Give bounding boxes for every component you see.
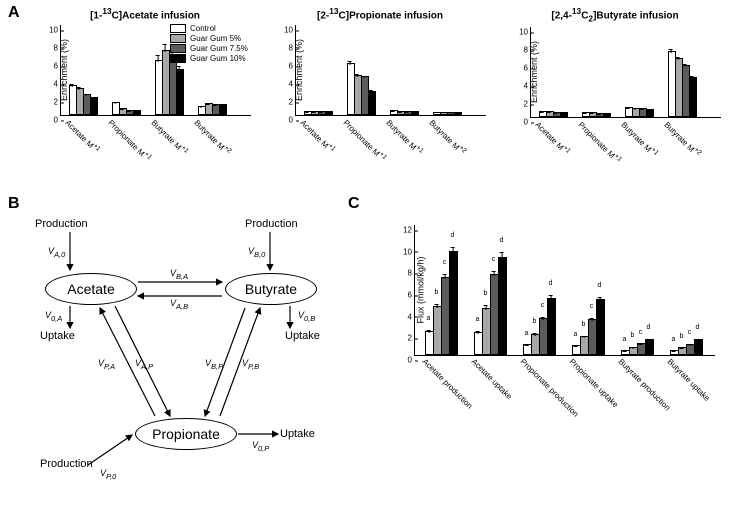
x-tick-label: Propionate M+1	[576, 119, 623, 166]
bar	[368, 91, 376, 116]
node-propionate: Propionate	[135, 418, 237, 450]
significance-letter: b	[484, 290, 488, 297]
node-butyrate: Butyrate	[225, 273, 317, 305]
bar	[694, 339, 703, 355]
x-tick-label: Butyrate M+1	[619, 119, 659, 159]
significance-letter: d	[451, 232, 455, 239]
significance-letter: a	[574, 331, 578, 338]
x-tick-label: Butyrate M+1	[384, 117, 424, 157]
x-tick-label: Butyrate M+2	[192, 117, 232, 157]
significance-letter: c	[639, 329, 643, 336]
x-tick-label: Propionate uptake	[568, 357, 620, 409]
significance-letter: c	[541, 302, 545, 309]
bar	[596, 299, 605, 355]
significance-letter: d	[549, 280, 553, 287]
x-tick-label: Butyrate M+2	[662, 119, 702, 159]
significance-letter: c	[443, 259, 447, 266]
x-tick-label: Acetate production	[421, 357, 475, 411]
significance-letter: b	[582, 321, 586, 328]
label-uptake: Uptake	[40, 330, 75, 342]
x-tick-label: Acetate M+1	[298, 117, 336, 155]
panel-b-diagram: Acetate Butyrate Propionate Production Produ…	[20, 218, 340, 488]
panel-a: [1-13C]Acetate infusion0246810Enrichment…	[30, 6, 730, 176]
bar	[90, 97, 98, 115]
node-acetate: Acetate	[45, 273, 137, 305]
x-tick-label: Butyrate production	[617, 357, 672, 412]
x-tick-label: Acetate M+1	[533, 119, 571, 157]
significance-letter: c	[590, 303, 594, 310]
chart-title: [1-13C]Acetate infusion	[30, 6, 260, 21]
panel-b-label: B	[8, 195, 20, 213]
label-production: Production	[40, 458, 93, 470]
panel-a-label: A	[8, 4, 20, 22]
bar	[645, 339, 654, 355]
significance-letter: c	[492, 256, 496, 263]
panel-c-chart: 024681012Flux (mmol/kg/h)abcdAcetate pro…	[380, 225, 720, 485]
x-tick-label: Propionate M+1	[106, 117, 153, 164]
significance-letter: a	[672, 336, 676, 343]
x-tick-label: Acetate uptake	[470, 357, 514, 401]
significance-letter: d	[696, 324, 700, 331]
x-tick-label: Butyrate uptake	[666, 357, 712, 403]
legend: ControlGuar Gum 5%Guar Gum 7.5%Guar Gum …	[170, 24, 248, 64]
label-uptake: Uptake	[280, 428, 315, 440]
chart-title: [2,4-13C2]Butyrate infusion	[500, 6, 730, 23]
significance-letter: a	[623, 336, 627, 343]
chart-title: [2-13C]Propionate infusion	[265, 6, 495, 21]
label-production: Production	[35, 218, 88, 230]
x-tick-label: Acetate M+1	[63, 117, 101, 155]
bar	[176, 69, 184, 115]
y-axis-label: Enrichment (%)	[294, 39, 304, 101]
significance-letter: d	[598, 282, 602, 289]
bar	[219, 104, 227, 115]
significance-letter: a	[476, 316, 480, 323]
significance-letter: d	[647, 324, 651, 331]
significance-letter: d	[500, 237, 504, 244]
bar	[449, 251, 458, 355]
bar	[498, 257, 507, 355]
significance-letter: b	[435, 289, 439, 296]
x-tick-label: Propionate M+1	[341, 117, 388, 164]
bar	[689, 77, 697, 118]
label-production: Production	[245, 218, 298, 230]
y-axis-label: Enrichment (%)	[529, 41, 539, 103]
significance-letter: c	[688, 329, 692, 336]
significance-letter: a	[427, 315, 431, 322]
x-tick-label: Butyrate M+1	[149, 117, 189, 157]
y-axis-label: Enrichment (%)	[59, 39, 69, 101]
label-uptake: Uptake	[285, 330, 320, 342]
significance-letter: b	[631, 332, 635, 339]
significance-letter: b	[533, 318, 537, 325]
bar	[547, 298, 556, 355]
y-axis-label: Flux (mmol/kg/h)	[416, 256, 426, 323]
x-tick-label: Butyrate M+2	[427, 117, 467, 157]
significance-letter: b	[680, 333, 684, 340]
panel-c-label: C	[348, 195, 360, 213]
significance-letter: a	[525, 330, 529, 337]
